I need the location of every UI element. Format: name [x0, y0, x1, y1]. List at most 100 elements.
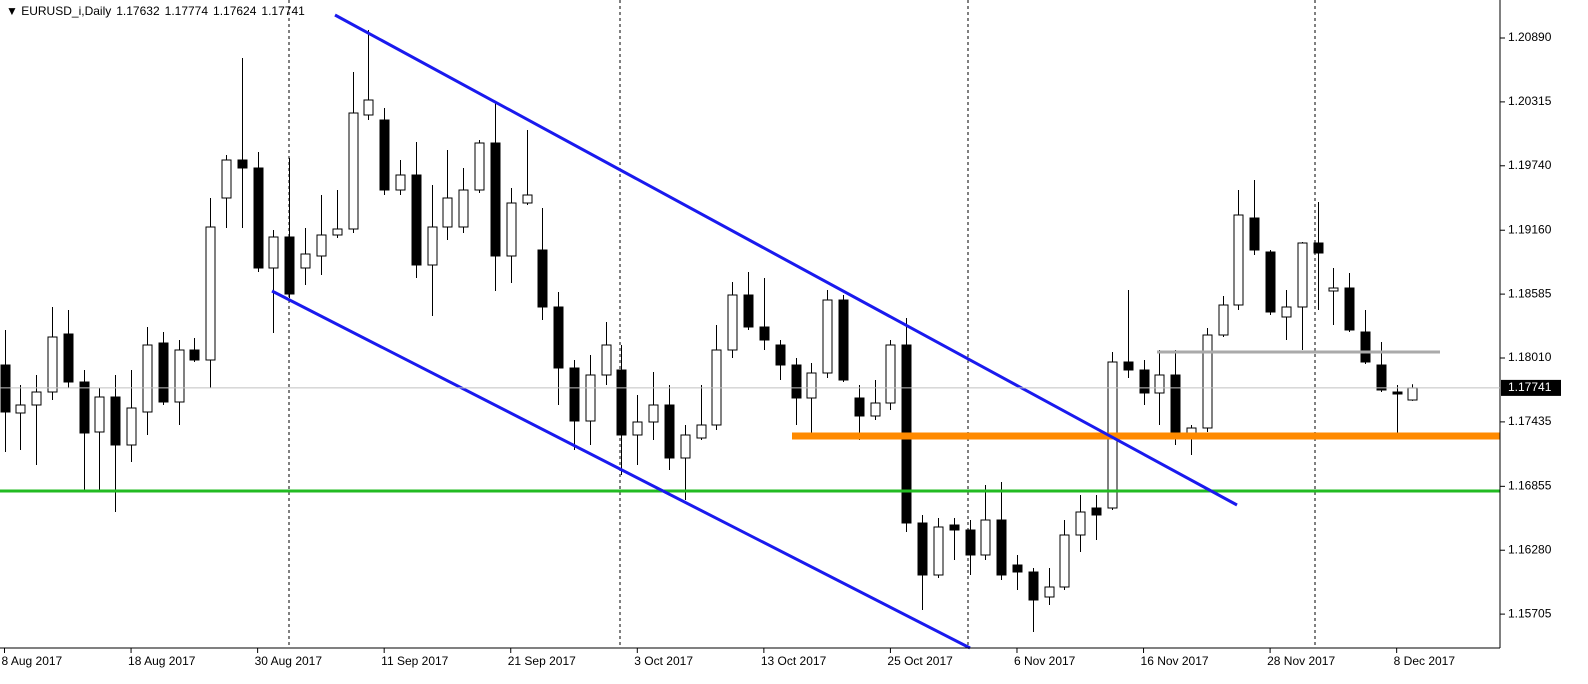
- candle-body: [601, 344, 612, 376]
- candle-body: [1344, 287, 1355, 331]
- x-tick-label: 13 Oct 2017: [761, 654, 827, 668]
- candle-body: [1012, 564, 1023, 573]
- candle-body: [490, 142, 501, 257]
- candle-body: [870, 402, 881, 417]
- candle-body: [1139, 369, 1150, 394]
- candle-body: [522, 194, 533, 204]
- candle-body: [632, 421, 643, 436]
- y-tick-label: 1.17435: [1508, 414, 1552, 428]
- x-tick-label: 21 Sep 2017: [508, 654, 576, 668]
- candle-body: [1297, 242, 1308, 308]
- channel-upper: [334, 13, 1238, 507]
- candle-body: [648, 404, 659, 423]
- candle-body: [284, 236, 295, 295]
- candle-body: [506, 202, 517, 257]
- y-tick-label: 1.16280: [1508, 542, 1552, 556]
- candle-body: [63, 333, 74, 383]
- period-separators: [288, 0, 1316, 648]
- y-tick-label: 1.19160: [1508, 222, 1552, 236]
- y-tick-label: 1.20890: [1508, 30, 1552, 44]
- y-tick-label: 1.16855: [1508, 479, 1552, 493]
- candles: [0, 30, 1418, 632]
- candle-body: [1091, 507, 1102, 516]
- x-tick-label: 11 Sep 2017: [381, 654, 448, 668]
- candle-body: [174, 349, 185, 403]
- candle-body: [15, 404, 26, 414]
- close-value: 1.17741: [261, 4, 305, 18]
- candle-body: [47, 336, 58, 393]
- low-value: 1.17624: [213, 4, 257, 18]
- candle-body: [31, 391, 42, 406]
- candle-body: [806, 372, 817, 399]
- candle-body: [268, 236, 279, 269]
- candle-body: [885, 344, 896, 404]
- candle-body: [1075, 511, 1086, 536]
- candle-body: [537, 249, 548, 308]
- candle-body: [791, 364, 802, 399]
- candle-body: [411, 174, 422, 266]
- candle-body: [1376, 364, 1387, 391]
- candle-body: [126, 407, 137, 446]
- candle-body: [854, 397, 865, 417]
- x-tick-label: 8 Aug 2017: [2, 654, 63, 668]
- candle-body: [965, 529, 976, 556]
- x-tick-label: 30 Aug 2017: [255, 654, 323, 668]
- candle-body: [1059, 534, 1070, 588]
- y-tick-label: 1.18010: [1508, 350, 1552, 364]
- candle-body: [743, 294, 754, 328]
- candle-body: [110, 396, 121, 446]
- candle-body: [395, 174, 406, 191]
- chart-header: ▼ EURUSD_i,Daily 1.17632 1.17774 1.17624 1.1…: [6, 4, 305, 18]
- candle-body: [1249, 217, 1260, 251]
- candle-body: [727, 294, 738, 351]
- candle-body: [1170, 374, 1181, 433]
- candle-body: [933, 526, 944, 576]
- candle-body: [1123, 361, 1134, 371]
- candle-body: [1202, 334, 1213, 429]
- candle-body: [696, 424, 707, 439]
- candle-body: [980, 519, 991, 556]
- x-tick-label: 28 Nov 2017: [1267, 654, 1335, 668]
- candle-body: [1281, 306, 1292, 318]
- candle-body: [616, 369, 627, 436]
- candle-body: [300, 253, 311, 269]
- candle-body: [94, 396, 105, 433]
- channel-lower: [271, 289, 971, 650]
- candle-body: [680, 434, 691, 459]
- candle-body: [585, 374, 596, 422]
- y-tick-label: 1.15705: [1508, 606, 1552, 620]
- candle-body: [1044, 586, 1055, 598]
- candle-body: [1233, 214, 1244, 306]
- x-tick-label: 16 Nov 2017: [1141, 654, 1209, 668]
- candle-body: [996, 519, 1007, 576]
- current-price-box: [1501, 379, 1561, 396]
- candle-body: [664, 404, 675, 459]
- candle-body: [838, 299, 849, 381]
- candle-body: [442, 197, 453, 228]
- candle-body: [759, 326, 770, 341]
- x-tick-label: 18 Aug 2017: [128, 654, 196, 668]
- y-tick-label: 1.20315: [1508, 94, 1552, 108]
- candle-body: [1028, 571, 1039, 601]
- x-tick-label: 6 Nov 2017: [1014, 654, 1076, 668]
- candle-body: [205, 226, 216, 361]
- candle-body: [458, 189, 469, 228]
- candle-body: [158, 342, 169, 403]
- candle-body: [1218, 304, 1229, 336]
- candle-body: [1313, 242, 1324, 254]
- x-tick-label: 8 Dec 2017: [1394, 654, 1456, 668]
- candle-body: [1328, 287, 1339, 292]
- candle-body: [79, 381, 90, 434]
- open-value: 1.17632: [116, 4, 160, 18]
- candle-body: [949, 524, 960, 531]
- candle-body: [379, 119, 390, 191]
- candle-body: [1392, 391, 1403, 395]
- candle-body: [142, 344, 153, 413]
- candle-body: [822, 299, 833, 374]
- candle-body: [332, 228, 343, 236]
- candle-body: [474, 142, 485, 191]
- candle-body: [1407, 387, 1418, 401]
- candle-body: [569, 367, 580, 422]
